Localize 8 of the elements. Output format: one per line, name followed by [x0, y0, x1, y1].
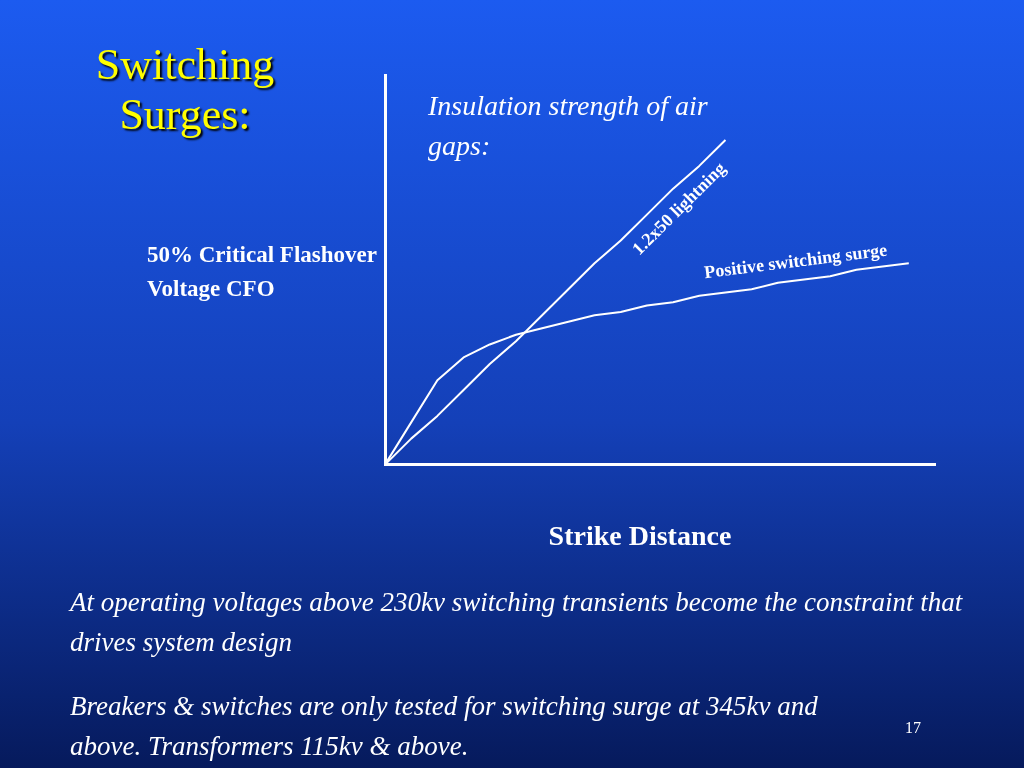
text: At operating voltages above 230kv switching transients become the constraint that drives system design	[70, 586, 964, 659]
chart-subtitle: Insulation strength of air gaps:	[428, 90, 708, 161]
x-axis-title: Strike Distance	[547, 520, 733, 552]
text: Breakers & switches are only tested for switching surge at 345kv and above. Transformers 115kv & above.	[70, 690, 819, 763]
chart-title: Switching Surges:	[94, 40, 276, 140]
y-axis-title: 50% Critical Flashover Voltage CFO	[147, 241, 377, 303]
text: Positive switching surge	[703, 239, 889, 283]
text: 17	[905, 718, 921, 738]
